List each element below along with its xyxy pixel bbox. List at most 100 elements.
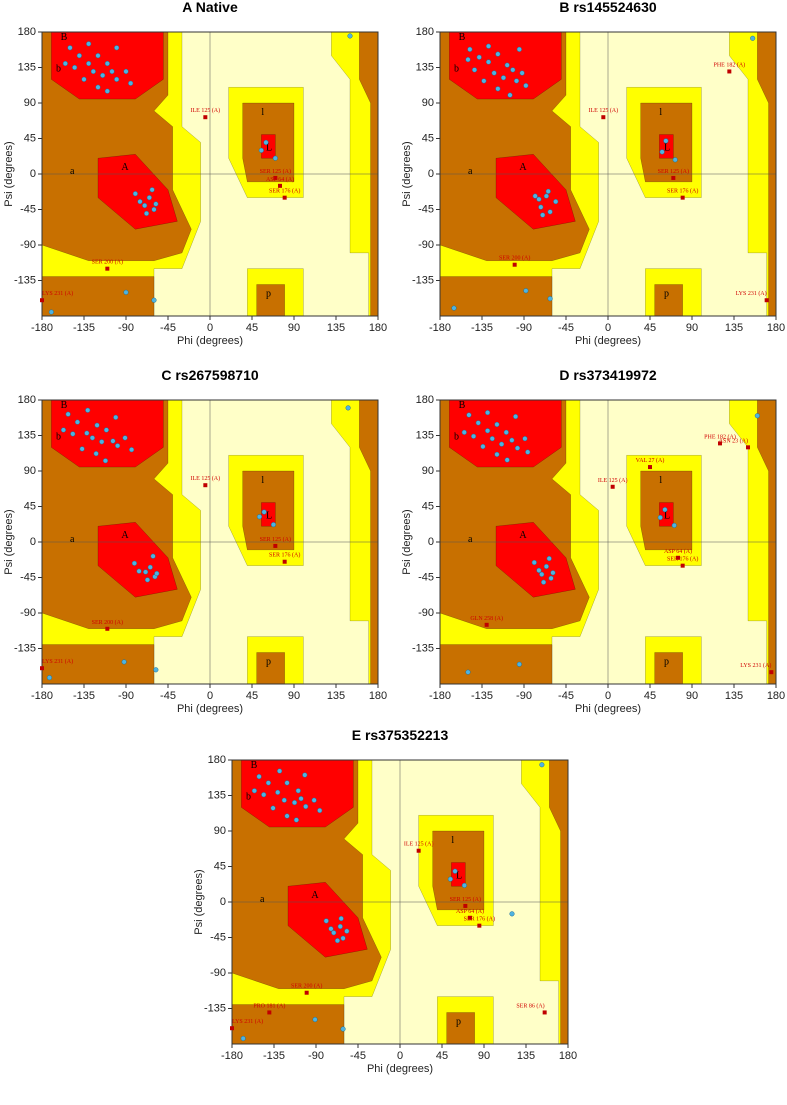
y-tick-label: 180 (18, 26, 36, 38)
region-label: b (454, 63, 459, 74)
point (516, 46, 522, 52)
y-tick-label: 0 (30, 536, 36, 548)
point (331, 930, 337, 936)
point (750, 35, 756, 41)
point (48, 309, 54, 315)
y-tick-label: 135 (18, 429, 36, 441)
point (153, 667, 159, 673)
point (523, 288, 529, 294)
point (476, 54, 482, 60)
point (510, 67, 516, 73)
point (452, 868, 458, 874)
point (122, 435, 128, 441)
outlier-label: ASP 64 (A) (456, 908, 484, 915)
point (465, 57, 471, 63)
point (251, 788, 257, 794)
point (509, 911, 515, 917)
x-tick-label: -180 (31, 322, 53, 334)
x-tick-label: -90 (516, 322, 532, 334)
y-axis-label: Psi (degrees) (3, 141, 15, 206)
point (540, 212, 546, 218)
outlier-point (648, 465, 652, 470)
outlier-label: SER 125 (A) (260, 536, 291, 543)
y-tick-label: 90 (422, 465, 434, 477)
y-axis-label: Psi (degrees) (193, 869, 205, 934)
outlier-label: LYS 231 (A) (232, 1018, 263, 1025)
outlier-point (676, 555, 680, 560)
y-tick-label: 45 (422, 132, 434, 144)
point (114, 76, 120, 82)
region-label: L (664, 142, 670, 153)
point (451, 305, 457, 311)
region-label: B (251, 760, 258, 771)
point (531, 559, 537, 566)
point (143, 569, 149, 575)
outlier-label: ILE 125 (A) (190, 475, 220, 482)
point (60, 427, 67, 433)
point (270, 805, 276, 811)
outlier-label: ILE 125 (A) (588, 107, 618, 114)
point (256, 514, 263, 520)
outlier-point (304, 990, 309, 995)
region-label: l (659, 107, 662, 118)
point (86, 61, 92, 67)
y-tick-label: 135 (208, 789, 226, 801)
x-axis-label: Phi (degrees) (177, 703, 243, 715)
point (70, 431, 76, 437)
point (65, 411, 71, 417)
outlier-label: SER 125 (A) (658, 168, 689, 175)
outlier-point (542, 1010, 547, 1015)
point (503, 429, 509, 435)
y-tick-label: 135 (416, 429, 434, 441)
region-label: l (451, 835, 454, 846)
point (536, 567, 542, 573)
outlier-point (40, 666, 44, 671)
outlier-point (230, 1026, 234, 1031)
point (110, 438, 116, 444)
y-tick-label: -90 (418, 607, 434, 619)
point (150, 553, 156, 559)
point (507, 92, 513, 98)
outlier-point (278, 183, 282, 188)
point (494, 421, 500, 428)
outlier-point (680, 195, 685, 200)
outlier-label: VAL 27 (A) (636, 457, 665, 464)
y-tick-label: -135 (204, 1002, 226, 1014)
point (480, 443, 486, 450)
y-tick-label: 90 (24, 97, 36, 109)
point (344, 928, 350, 934)
point (62, 61, 68, 67)
x-tick-label: 90 (478, 1050, 490, 1062)
point (519, 70, 525, 76)
point (539, 762, 545, 768)
point (340, 1026, 346, 1032)
region-label: b (56, 63, 61, 74)
point (72, 64, 78, 71)
x-tick-label: 180 (559, 1050, 577, 1062)
y-tick-label: 90 (422, 97, 434, 109)
region (439, 276, 553, 317)
point (114, 45, 120, 51)
panel-title: C rs267598710 (161, 367, 259, 383)
point (99, 439, 105, 445)
region-label: A (311, 890, 319, 901)
region-label: A (121, 530, 129, 541)
x-tick-label: 180 (767, 690, 785, 702)
point (84, 430, 90, 436)
x-tick-label: 180 (369, 322, 387, 334)
y-tick-label: 0 (428, 536, 434, 548)
point (93, 451, 99, 457)
outlier-point (468, 915, 472, 920)
outlier-point (463, 903, 468, 908)
region-label: a (70, 166, 75, 177)
outlier-point (610, 484, 615, 489)
y-tick-label: 135 (416, 61, 434, 73)
point (136, 568, 142, 574)
point (263, 139, 269, 145)
outlier-label: LYS 231 (A) (42, 290, 73, 297)
y-tick-label: -45 (20, 571, 36, 583)
point (546, 556, 552, 562)
outlier-label: LYS 231 (A) (740, 662, 771, 669)
outlier-label: ILE 125 (A) (598, 477, 628, 484)
point (277, 768, 283, 774)
